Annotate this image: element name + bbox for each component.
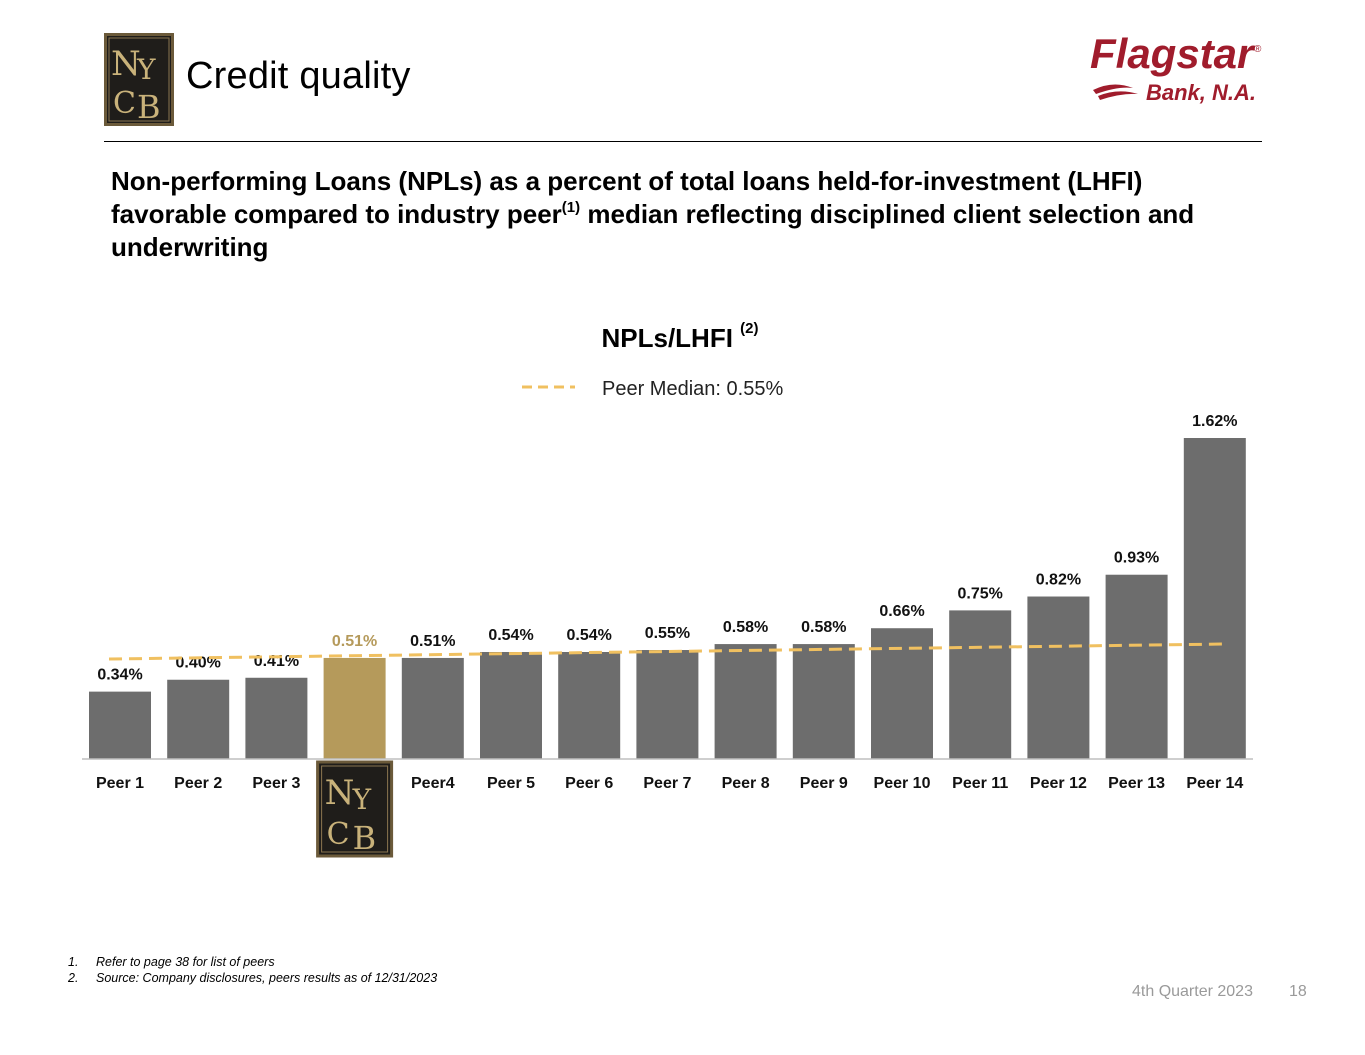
svg-text:N: N xyxy=(325,773,355,813)
svg-text:Y: Y xyxy=(352,783,372,816)
category-label: Peer 2 xyxy=(174,775,222,792)
data-label: 0.93% xyxy=(1114,550,1159,567)
category-label: Peer 5 xyxy=(487,775,535,792)
bar-peer4 xyxy=(402,658,464,759)
data-label: 0.34% xyxy=(97,667,142,684)
category-label: Peer 12 xyxy=(1030,775,1087,792)
data-label: 0.58% xyxy=(723,619,768,636)
footnotes: 1. Refer to page 38 for list of peers 2. S… xyxy=(68,954,437,986)
data-label: 0.55% xyxy=(645,625,690,642)
bar-nycb xyxy=(324,658,386,759)
data-label: 0.58% xyxy=(801,619,846,636)
bar-peer-13 xyxy=(1106,575,1168,759)
category-label: Peer 13 xyxy=(1108,775,1165,792)
data-label: 0.75% xyxy=(958,585,1003,602)
data-label: 0.51% xyxy=(410,633,455,650)
category-label: Peer 8 xyxy=(722,775,770,792)
category-label: Peer 14 xyxy=(1186,775,1243,792)
data-label: 0.82% xyxy=(1036,572,1081,589)
category-label: Peer 1 xyxy=(96,775,144,792)
category-label: Peer 10 xyxy=(874,775,931,792)
category-label: Peer4 xyxy=(411,775,455,792)
svg-text:B: B xyxy=(353,819,377,857)
data-label: 0.54% xyxy=(488,627,533,644)
svg-text:C: C xyxy=(327,817,350,852)
category-label: Peer 9 xyxy=(800,775,848,792)
bar-peer-14 xyxy=(1184,438,1246,759)
footer-quarter: 4th Quarter 2023 xyxy=(1132,983,1253,1001)
bar-peer-7 xyxy=(636,650,698,759)
bar-peer-5 xyxy=(480,652,542,759)
data-label: 0.54% xyxy=(567,627,612,644)
legend: Peer Median: 0.55% xyxy=(522,378,783,400)
bar-peer-11 xyxy=(949,610,1011,759)
nycb-category-logo: NYC B xyxy=(318,762,392,857)
bar-peer-3 xyxy=(245,678,307,759)
footnote-1: 1. Refer to page 38 for list of peers xyxy=(68,954,437,970)
category-label: Peer 6 xyxy=(565,775,613,792)
bar-peer-8 xyxy=(715,644,777,759)
category-label: Peer 3 xyxy=(252,775,300,792)
legend-median-label: Peer Median: 0.55% xyxy=(602,378,783,400)
bar-peer-9 xyxy=(793,644,855,759)
footnote-2: 2. Source: Company disclosures, peers res… xyxy=(68,970,437,986)
data-label: 1.62% xyxy=(1192,413,1237,430)
data-label: 0.51% xyxy=(332,633,377,650)
bar-peer-1 xyxy=(89,692,151,759)
bar-peer-2 xyxy=(167,680,229,759)
data-label: 0.66% xyxy=(879,603,924,620)
page-number: 18 xyxy=(1289,983,1307,1001)
category-label: Peer 7 xyxy=(643,775,691,792)
category-label: Peer 11 xyxy=(952,775,1008,792)
bar-peer-6 xyxy=(558,652,620,759)
bar-peer-12 xyxy=(1027,597,1089,759)
